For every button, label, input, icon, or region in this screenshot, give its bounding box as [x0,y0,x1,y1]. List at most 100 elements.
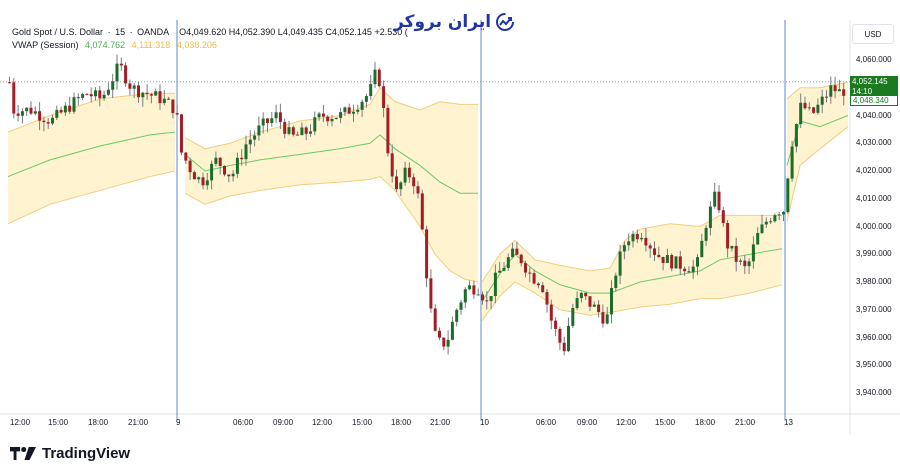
candle-body [696,257,699,267]
candle-body [790,146,794,179]
candle-body [240,157,244,160]
tradingview-logo[interactable]: TradingView [10,445,130,462]
candle-body [683,268,687,272]
currency-button[interactable]: USD [852,24,894,44]
candle-body [313,117,317,132]
time-tick-label: 18:00 [391,418,412,427]
chart-legend: Gold Spot / U.S. Dollar · 15 · OANDA O4,… [12,26,408,52]
candle-body [433,308,437,331]
candle-body [244,144,248,160]
chart-area[interactable] [0,20,900,434]
candle-body [549,304,553,321]
candle-body [420,193,424,230]
candle-body [635,233,639,240]
candle-body [610,288,613,315]
candle-body [657,254,661,257]
candle-body [730,245,734,249]
data-source: OANDA [137,27,169,37]
candle-body [321,113,325,117]
candle-body [158,91,162,104]
candle-body [137,85,140,98]
candle-body [562,342,566,352]
candle-body [734,245,738,262]
candle-body [287,127,291,134]
candle-body [81,94,85,98]
price-tick-label: 4,030.000 [856,138,892,148]
candle-body [502,267,506,271]
footer [0,434,900,474]
candle-body [622,245,626,252]
upper-band-value: 4,111.318 [131,40,171,50]
interval[interactable]: 15 [115,27,126,37]
candle-body [197,177,201,180]
time-tick-label: 12:00 [616,418,637,427]
symbol-name[interactable]: Gold Spot / U.S. Dollar [12,27,104,37]
candle-body [231,173,235,177]
bar-countdown: 14:10 [852,87,873,96]
candle-body [726,223,730,249]
broker-name: ایران بروکر [394,12,492,32]
price-tick-label: 3,970.000 [856,304,892,314]
candle-body [111,81,115,90]
candle-body [592,304,596,307]
candle-body [218,157,222,166]
candle-body [115,63,119,82]
candle-body [541,285,545,293]
candle-body [55,109,59,118]
candle-body [571,307,575,326]
candle-body [296,134,300,136]
candle-body [188,160,192,173]
candle-body [89,94,93,97]
candle-body [515,248,519,255]
candle-body [59,109,63,113]
candle-body [20,111,24,116]
candle-body [429,278,433,309]
candle-body [493,272,497,297]
candle-body [794,124,798,147]
candle-body [717,191,721,211]
candle-body [799,102,803,125]
candle-body [670,255,674,269]
lower-band-line [184,175,479,283]
candle-body [223,165,226,175]
indicator-name[interactable]: VWAP (Session) [12,40,79,50]
lower-band-line [786,126,849,222]
candle-body [665,255,669,263]
time-tick-label: 06:00 [233,418,254,427]
candle-body [352,111,355,114]
candle-body [704,227,708,241]
candle-body [700,240,704,258]
chart-growth-icon [496,13,515,31]
price-chart[interactable] [0,20,900,434]
candle-body [334,117,338,119]
candle-body [777,214,781,216]
time-tick-label: 09:00 [577,418,598,427]
price-tick-label: 4,060.000 [856,55,892,64]
candle-body [446,339,450,347]
candle-body [386,107,390,154]
candle-body [678,256,682,269]
candle-body [769,221,773,223]
upper-band-line [184,86,478,150]
time-tick-label: 21:00 [128,418,149,427]
candle-body [751,244,755,262]
time-tick-label: 9 [176,418,181,427]
candle-body [773,215,777,222]
candle-body [614,275,618,289]
candle-body [644,237,648,246]
candle-body [180,114,183,153]
candle-body [29,107,33,114]
candle-body [192,172,196,180]
candle-body [403,167,407,183]
candle-body [661,256,665,263]
time-tick-label: 15:00 [352,418,373,427]
candle-body [128,83,132,89]
candle-body [450,321,454,340]
candle-body [141,92,145,98]
candle-body [227,174,231,177]
candle-body [235,157,239,174]
candle-body [184,152,188,161]
candle-body [171,99,175,114]
candle-body [283,122,287,134]
candle-body [485,300,489,302]
